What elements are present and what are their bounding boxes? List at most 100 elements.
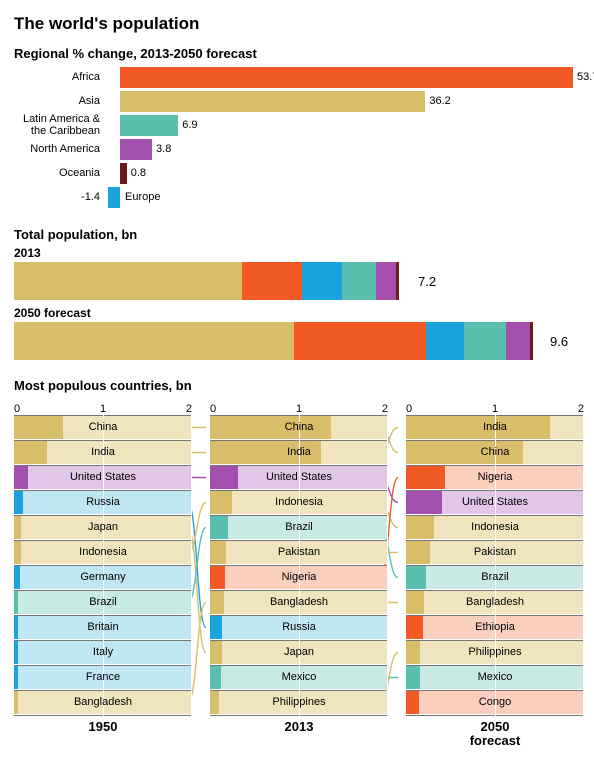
chart3-year-label: 2013 <box>210 720 388 734</box>
chart3-country-label: Indonesia <box>471 521 519 533</box>
stack-segment <box>530 322 533 360</box>
chart3-country-label: United States <box>266 471 332 483</box>
chart3-bar <box>210 466 238 489</box>
chart3-bar <box>14 466 28 489</box>
chart3-bar <box>210 491 232 514</box>
chart3-bar <box>14 516 21 539</box>
chart1-label: -1.4 <box>14 191 106 203</box>
stack-row: 9.6 <box>14 322 584 360</box>
chart1-label: Africa <box>14 71 106 83</box>
stack-segment <box>396 262 399 300</box>
chart3-bar <box>210 641 222 664</box>
chart3-bar <box>406 616 423 639</box>
stack-segment <box>464 322 506 360</box>
chart3-bar <box>406 566 426 589</box>
stack-label: 2013 <box>14 246 584 260</box>
chart2-body: 2013 7.2 2050 forecast 9.6 <box>14 246 584 360</box>
infographic: The world's population Regional % change… <box>0 0 594 759</box>
stack-segment <box>426 322 464 360</box>
stack-bar <box>14 262 412 300</box>
chart1-body: Africa53.7Asia36.2Latin America &the Car… <box>14 65 584 209</box>
stack-label: 2050 forecast <box>14 306 584 320</box>
page-title: The world's population <box>14 14 584 34</box>
chart1-subtitle: Regional % change, 2013-2050 forecast <box>14 46 584 61</box>
chart3-bar <box>210 616 222 639</box>
chart3-bar <box>406 591 424 614</box>
axis-tick: 1 <box>296 403 302 415</box>
chart3-bar <box>210 566 225 589</box>
chart1-label: Asia <box>14 95 106 107</box>
axis-tick: 2 <box>186 403 192 415</box>
chart3-country-label: India <box>483 421 507 433</box>
chart3-country-label: Russia <box>86 496 120 508</box>
stack-segment <box>294 322 426 360</box>
chart3-country-label: Bangladesh <box>270 596 328 608</box>
chart1-row: North America 3.8 <box>14 137 584 161</box>
chart1-row: Oceania0.8 <box>14 161 584 185</box>
chart3-bars: ChinaIndiaUnited StatesIndonesiaBrazilPa… <box>210 415 388 716</box>
chart3-country-label: Bangladesh <box>74 696 132 708</box>
axis-tick: 2 <box>578 403 584 415</box>
chart3-bar <box>14 416 63 439</box>
chart1-bar <box>108 187 120 208</box>
chart3-bar <box>406 491 442 514</box>
chart3-axis: 012 <box>406 397 584 415</box>
chart3-bar <box>406 541 430 564</box>
chart3-bar <box>406 691 419 714</box>
stack-segment <box>342 262 376 300</box>
chart3-bar <box>14 616 18 639</box>
chart3-axis: 012 <box>14 397 192 415</box>
chart3-axis: 012 <box>210 397 388 415</box>
chart3-country-label: Pakistan <box>278 546 320 558</box>
stack-segment <box>302 262 342 300</box>
chart1-label: Oceania <box>14 167 106 179</box>
stack-row: 7.2 <box>14 262 584 300</box>
chart3-country-label: Bangladesh <box>466 596 524 608</box>
chart3-country-label: Britain <box>87 621 118 633</box>
chart3-country-label: Italy <box>93 646 113 658</box>
chart3-country-label: Pakistan <box>474 546 516 558</box>
chart1-row: Africa53.7 <box>14 65 584 89</box>
chart3-country-label: Philippines <box>468 646 521 658</box>
axis-tick: 0 <box>210 403 216 415</box>
chart3-country-label: Brazil <box>285 521 313 533</box>
axis-tick: 0 <box>14 403 20 415</box>
chart3-country-label: Mexico <box>282 671 317 683</box>
chart3-bar <box>14 566 20 589</box>
chart1-bar <box>120 67 573 88</box>
chart3-country-label: Japan <box>284 646 314 658</box>
chart1-row: Asia36.2 <box>14 89 584 113</box>
chart-regional-change: Regional % change, 2013-2050 forecast Af… <box>14 46 584 209</box>
chart3-bar <box>406 516 434 539</box>
stack-total: 9.6 <box>550 334 568 349</box>
chart3-country-label: France <box>86 671 120 683</box>
chart1-value: 3.8 <box>156 143 171 155</box>
chart3-country-label: Indonesia <box>79 546 127 558</box>
stack-segment <box>242 262 302 300</box>
stack-total: 7.2 <box>418 274 436 289</box>
chart3-country-label: Germany <box>80 571 125 583</box>
chart3-country-label: China <box>481 446 510 458</box>
chart3-country-label: India <box>91 446 115 458</box>
chart1-label: North America <box>14 143 106 155</box>
chart3-country-label: Indonesia <box>275 496 323 508</box>
chart3-country-label: Nigeria <box>282 571 317 583</box>
chart3-year-label: 2050forecast <box>406 720 584 749</box>
chart3-bar <box>210 541 226 564</box>
chart3-country-label: Japan <box>88 521 118 533</box>
chart3-country-label: Ethiopia <box>475 621 515 633</box>
chart3-country-label: Congo <box>479 696 511 708</box>
chart3-bar <box>210 591 224 614</box>
chart3-country-label: Mexico <box>478 671 513 683</box>
chart1-label: Latin America &the Caribbean <box>14 113 106 137</box>
chart3-bars: ChinaIndiaUnited StatesRussiaJapanIndone… <box>14 415 192 716</box>
stack-segment <box>14 262 242 300</box>
chart3-column: 012IndiaChinaNigeriaUnited StatesIndones… <box>406 397 584 749</box>
chart1-bar <box>120 139 152 160</box>
chart3-bar <box>14 691 18 714</box>
chart3-subtitle: Most populous countries, bn <box>14 378 584 393</box>
chart3-column: 012ChinaIndiaUnited StatesIndonesiaBrazi… <box>210 397 388 749</box>
chart3-bar <box>210 516 228 539</box>
chart3-country-label: Russia <box>282 621 316 633</box>
chart1-value: 53.7 <box>577 71 594 83</box>
